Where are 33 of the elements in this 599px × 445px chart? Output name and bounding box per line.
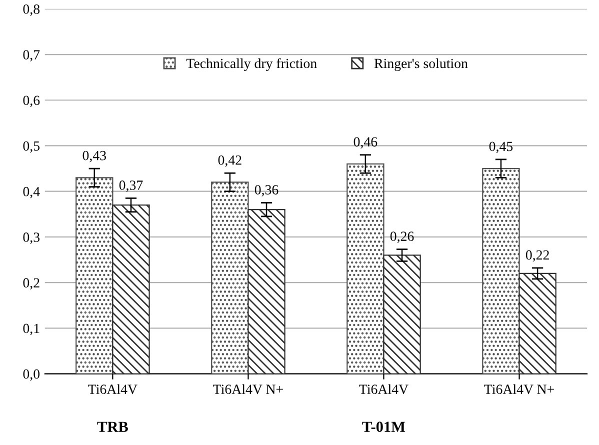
x-tick-label: Ti6Al4V N+ (213, 384, 283, 394)
data-label: 0,43 (82, 150, 106, 162)
bar (482, 168, 520, 374)
y-tick-label: 0,6 (23, 96, 40, 108)
bar (383, 254, 421, 374)
text: TRB (97, 422, 128, 432)
data-label: 0,26 (390, 232, 414, 243)
bar (248, 209, 286, 374)
bar (346, 163, 384, 374)
y-tick-label: 0,8 (23, 4, 40, 16)
x-tick-label: Ti6Al4V N+ (484, 384, 554, 394)
text: T-01M (362, 422, 406, 432)
data-label: 0,37 (119, 180, 143, 192)
y-tick-label: 0,1 (23, 324, 40, 336)
data-label: 0,22 (526, 250, 549, 262)
legend-label: Technically dry friction (186, 58, 317, 72)
y-tick-label: 0,2 (23, 278, 40, 290)
y-tick-label: 0,0 (23, 369, 40, 381)
y-tick-label: 0,3 (23, 232, 40, 244)
bar (76, 177, 114, 374)
legend-label: Ringer's solution (374, 58, 468, 72)
bar (112, 204, 150, 374)
y-tick-label: 0,7 (23, 50, 40, 62)
y-tick-label: 0,5 (23, 141, 40, 153)
y-tick-label: 0,4 (23, 186, 40, 198)
x-tick-label: Ti6Al4V (88, 384, 138, 394)
data-label: 0,45 (489, 142, 513, 154)
bar (211, 182, 249, 374)
data-label: 0,36 (254, 185, 278, 196)
bar (518, 272, 556, 374)
x-tick-label: Ti6Al4V (359, 384, 408, 394)
data-label: 0,46 (354, 137, 378, 149)
data-label: 0,42 (218, 155, 242, 167)
